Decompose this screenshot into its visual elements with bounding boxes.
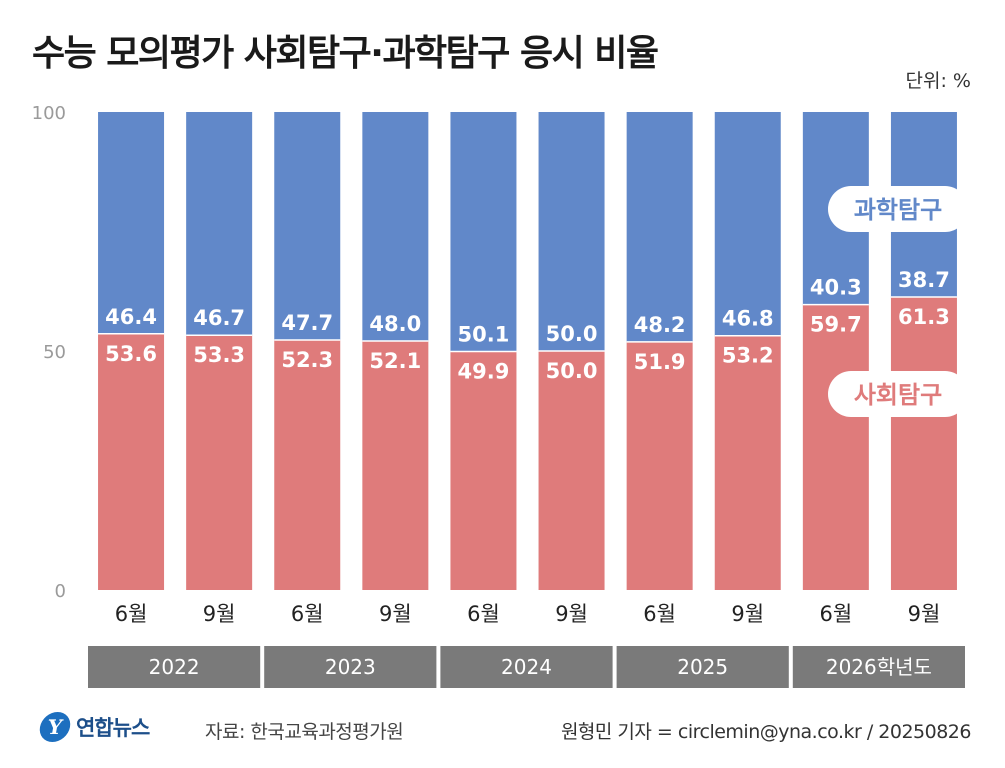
x-tick-label: 9월 (731, 602, 764, 626)
data-label-social: 61.3 (898, 305, 950, 329)
data-label-social: 52.3 (281, 348, 333, 372)
x-tick-label: 6월 (820, 602, 853, 626)
legend-science-label: 과학탐구 (854, 196, 942, 224)
data-label-science: 40.3 (810, 276, 862, 300)
bar-science (186, 112, 253, 336)
reporter-credit: 원형민 기자 = circlemin@yna.co.kr / 20250826 (560, 721, 972, 743)
bar-social (274, 340, 341, 590)
x-tick-label: 9월 (379, 602, 412, 626)
x-tick-label: 6월 (115, 602, 148, 626)
logo-text: 연합뉴스 (76, 716, 150, 740)
data-label-science: 46.8 (722, 307, 774, 331)
legend-social-label: 사회탐구 (854, 381, 942, 409)
yonhap-logo-icon: Y (37, 712, 73, 742)
bar-social (186, 335, 253, 590)
bar-social (802, 304, 869, 590)
year-band (440, 646, 613, 688)
data-label-science: 38.7 (898, 268, 950, 292)
bar-science (274, 112, 341, 341)
chart-title: 수능 모의평가 사회탐구·과학탐구 응시 비율 (32, 33, 659, 74)
x-tick-label: 6월 (291, 602, 324, 626)
year-band (88, 646, 261, 688)
bar-science (362, 112, 429, 341)
year-band (792, 646, 965, 688)
year-label: 2024 (501, 655, 552, 679)
data-label-science: 47.7 (281, 311, 333, 335)
data-label-social: 53.3 (193, 343, 245, 367)
year-label: 2022 (149, 655, 200, 679)
year-label: 2025 (677, 655, 728, 679)
data-label-science: 48.2 (634, 313, 686, 337)
data-label-science: 50.0 (546, 322, 598, 346)
bar-science (98, 112, 165, 334)
x-tick-label: 9월 (908, 602, 941, 626)
legend-social-pill (828, 371, 968, 417)
year-label: 2023 (325, 655, 376, 679)
bar-social (450, 351, 517, 590)
bar-social (626, 341, 693, 590)
data-label-social: 53.2 (722, 344, 774, 368)
data-label-social: 52.1 (369, 349, 421, 373)
stacked-bar-chart: 0 50 100 46.4 53.6 6월 46.7 53.3 9월 47.7 52.3 6월 48.0… (31, 103, 968, 688)
data-label-science: 46.7 (193, 306, 245, 330)
data-label-social: 50.0 (546, 359, 598, 383)
data-label-science: 48.0 (369, 312, 421, 336)
data-label-social: 53.6 (105, 342, 157, 366)
data-label-science: 50.1 (458, 322, 510, 346)
bar-social (538, 351, 605, 590)
yonhap-logo: Y 연합뉴스 (37, 712, 150, 742)
bar-social (714, 335, 781, 590)
unit-label: 단위: % (905, 70, 971, 92)
bar-science (714, 112, 781, 336)
x-tick-label: 9월 (555, 602, 588, 626)
x-tick-label: 6월 (643, 602, 676, 626)
bar-social (890, 296, 957, 590)
year-label: 2026학년도 (826, 655, 932, 679)
bar-science (538, 112, 605, 351)
bar-social (98, 333, 165, 590)
bar-social (362, 340, 429, 590)
year-band (264, 646, 437, 688)
bar-science (450, 112, 517, 352)
bar-science (626, 112, 693, 342)
data-label-science: 46.4 (105, 305, 157, 329)
data-label-social: 51.9 (634, 350, 686, 374)
y-tick-label: 50 (43, 342, 66, 363)
source-note: 자료: 한국교육과정평가원 (205, 721, 404, 743)
legend-science-pill (828, 186, 968, 232)
x-tick-label: 6월 (467, 602, 500, 626)
y-tick-label: 100 (32, 103, 66, 124)
year-band (616, 646, 789, 688)
x-tick-label: 9월 (203, 602, 236, 626)
data-label-social: 59.7 (810, 313, 862, 337)
data-label-social: 49.9 (458, 359, 510, 383)
y-tick-label: 0 (55, 581, 66, 602)
